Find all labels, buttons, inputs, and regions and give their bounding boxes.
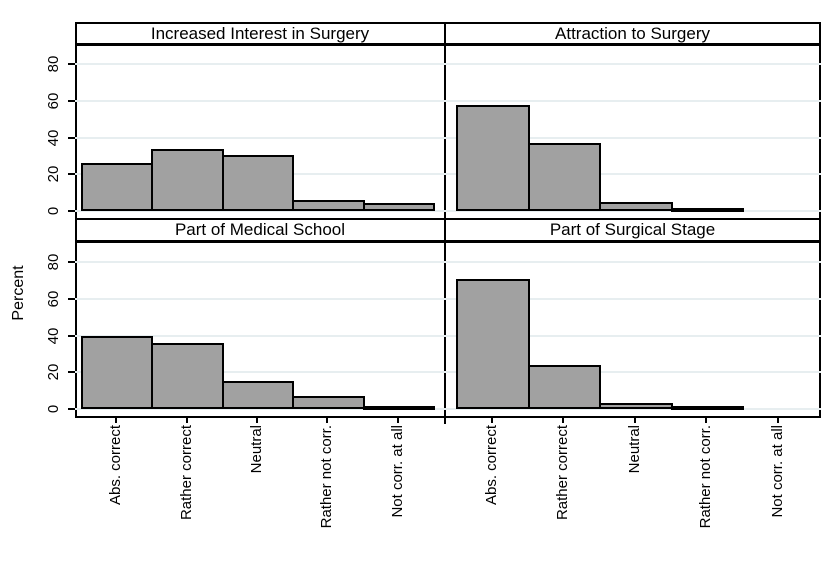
gridline-40 bbox=[75, 334, 821, 337]
x-tick-label: Rather correct bbox=[554, 425, 572, 521]
x-tick-label: Rather not corr. bbox=[318, 425, 336, 529]
y-tick-label-80: 80 bbox=[45, 55, 62, 73]
x-tick-label: Neutral bbox=[248, 425, 265, 474]
bar bbox=[456, 104, 530, 211]
y-tick-40 bbox=[68, 136, 75, 139]
y-tick-label-60: 60 bbox=[45, 290, 62, 308]
x-tick bbox=[633, 416, 636, 423]
bar bbox=[292, 396, 365, 409]
y-axis-line bbox=[75, 22, 77, 418]
right-frame-line bbox=[819, 22, 821, 418]
bar bbox=[81, 163, 154, 211]
bar bbox=[670, 406, 744, 410]
x-tick bbox=[776, 416, 779, 423]
gridline-80 bbox=[75, 63, 821, 66]
bar bbox=[221, 155, 295, 211]
y-tick-0 bbox=[68, 210, 75, 212]
y-tick-label-40: 40 bbox=[45, 129, 62, 146]
bar bbox=[670, 208, 744, 212]
x-tick bbox=[256, 416, 258, 423]
gridline-80 bbox=[75, 261, 821, 264]
x-tick bbox=[185, 416, 188, 423]
bar bbox=[456, 278, 530, 409]
gridline-20 bbox=[75, 371, 821, 374]
y-tick-label-0: 0 bbox=[45, 404, 62, 414]
gridline-60 bbox=[75, 298, 821, 300]
row2-strip-bottom-border bbox=[75, 240, 821, 243]
y-tick-label-60: 60 bbox=[45, 92, 62, 110]
bar bbox=[599, 201, 673, 211]
x-tick bbox=[562, 416, 565, 423]
gridline-40 bbox=[75, 136, 821, 139]
bar bbox=[362, 203, 435, 211]
bar bbox=[527, 143, 601, 211]
y-axis-title: Percent bbox=[10, 265, 27, 321]
x-tick-label: Abs. correct bbox=[107, 425, 125, 506]
y-tick-0 bbox=[68, 408, 75, 410]
panel-title-surgical-stage: Part of Surgical Stage bbox=[549, 220, 716, 239]
bar bbox=[221, 380, 295, 409]
y-tick-20 bbox=[68, 371, 75, 374]
panel-divider-line bbox=[444, 22, 446, 424]
bar bbox=[527, 365, 601, 409]
gridline-20 bbox=[75, 173, 821, 176]
y-tick-40 bbox=[68, 334, 75, 337]
bar bbox=[292, 200, 365, 211]
y-tick-20 bbox=[68, 173, 75, 176]
x-tick-label: Not corr. at all bbox=[388, 425, 406, 518]
bar bbox=[151, 148, 224, 211]
x-tick bbox=[396, 416, 399, 423]
x-tick-label: Neutral bbox=[625, 425, 643, 474]
y-tick-80 bbox=[68, 261, 75, 264]
x-tick-label: Rather correct bbox=[177, 425, 195, 521]
bar bbox=[151, 343, 224, 409]
x-tick bbox=[115, 416, 118, 423]
y-tick-label-20: 20 bbox=[45, 363, 62, 381]
x-tick bbox=[490, 416, 493, 423]
panel-title-medical-school: Part of Medical School bbox=[174, 220, 346, 239]
y-tick-label-40: 40 bbox=[45, 327, 62, 344]
y-tick-60 bbox=[68, 298, 75, 300]
row1-strip-bottom-border bbox=[75, 43, 821, 46]
row1-strip-top-border bbox=[75, 22, 821, 24]
y-tick-60 bbox=[68, 100, 75, 102]
row2-strip-top-border bbox=[75, 218, 821, 220]
bar bbox=[599, 402, 673, 409]
x-tick bbox=[326, 416, 329, 423]
y-tick-label-0: 0 bbox=[45, 206, 62, 216]
panel-title-attraction: Attraction to Surgery bbox=[555, 24, 710, 43]
bar bbox=[81, 335, 154, 409]
gridline-0 bbox=[75, 210, 821, 212]
y-tick-label-80: 80 bbox=[45, 253, 62, 271]
gridline-0 bbox=[75, 408, 821, 410]
gridline-60 bbox=[75, 100, 821, 102]
x-tick-label: Not corr. at all bbox=[768, 425, 786, 518]
x-tick bbox=[705, 416, 708, 423]
y-tick-label-20: 20 bbox=[45, 165, 62, 183]
x-axis-line bbox=[75, 416, 821, 418]
bar bbox=[362, 406, 435, 410]
y-tick-80 bbox=[68, 63, 75, 66]
x-tick-label: Rather not corr. bbox=[697, 425, 715, 529]
x-tick-label: Abs. correct bbox=[482, 425, 500, 506]
panel-title-increased-interest: Increased Interest in Surgery bbox=[150, 24, 370, 43]
